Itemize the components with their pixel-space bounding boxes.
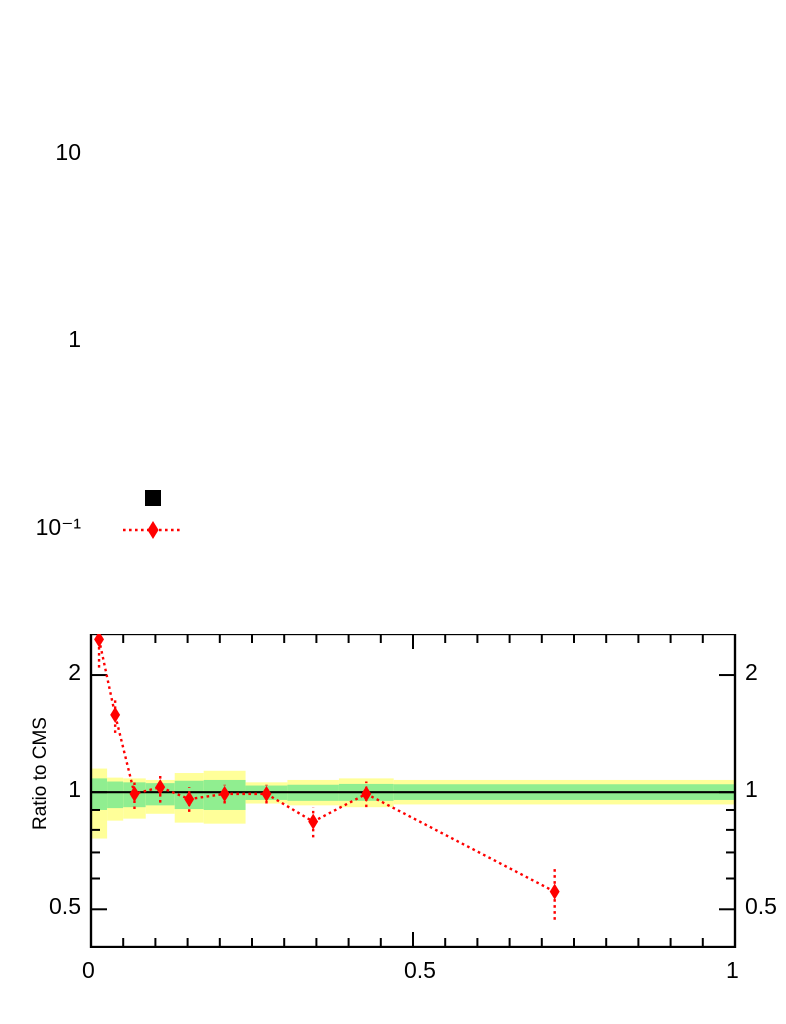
sherpa-ratio-point-marker [549,883,560,900]
y-tick-label-ratio: 0.5 [49,893,81,920]
y-tick-label-main: 10⁻¹ [35,513,81,540]
y-tick-label-ratio: 1 [68,776,81,803]
x-tick-label: 0 [82,957,95,983]
sherpa-ratio-point-marker [155,779,166,796]
y-tick-label-ratio-right: 2 [745,659,758,686]
y-tick-label-ratio-right: 1 [745,776,758,803]
ratio-clip-mask-bottom [0,948,786,1024]
sherpa-ratio-point-marker [110,706,121,723]
band-inner-segment [107,781,124,809]
sherpa-ratio-point-marker [308,813,319,830]
y-tick-label-ratio: 2 [68,659,81,686]
sherpa-ratio-point-marker [94,631,105,648]
sherpa-ratio-point-marker [129,785,140,802]
y-tick-label-ratio-right: 0.5 [745,893,777,920]
band-inner-segment [91,778,108,810]
sherpa-ratio-point-marker [361,785,372,802]
x-tick-label: 1 [726,957,739,983]
y-tick-label-main: 1 [68,326,81,353]
sherpa-ratio-point-marker [219,785,230,802]
sherpa-ratio-point-marker [184,791,195,808]
y-tick-label-main: 10 [55,139,81,166]
ratio-clip-mask-top [0,0,786,634]
legend-marker-cms [145,490,161,506]
legend-markers [123,490,183,539]
x-tick-label: 0.5 [404,957,436,983]
sherpa-ratio-connector-line [97,639,556,893]
legend-marker-sherpa [147,521,159,539]
sherpa-ratio-point-marker [261,785,272,802]
